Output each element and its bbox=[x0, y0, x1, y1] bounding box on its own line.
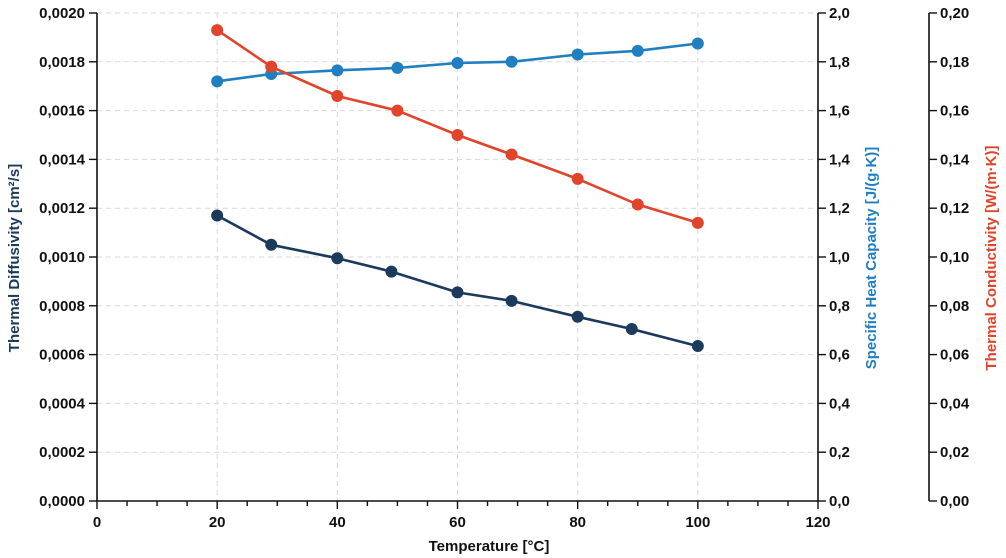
diffusivity-tick-label: 0,0000 bbox=[39, 493, 85, 510]
diffusivity-data-point bbox=[265, 238, 278, 251]
conductivity-tick-label: 0,14 bbox=[940, 151, 970, 168]
x-tick-label: 20 bbox=[209, 514, 226, 531]
conductivity-data-point bbox=[331, 89, 344, 102]
conductivity-data-point bbox=[631, 198, 644, 211]
heat_capacity-data-point bbox=[505, 55, 518, 68]
x-tick-label: 60 bbox=[449, 514, 466, 531]
heat_capacity-tick-label: 2,0 bbox=[829, 5, 850, 22]
heat_capacity-data-point bbox=[691, 37, 704, 50]
x-tick-label: 100 bbox=[685, 514, 710, 531]
conductivity-data-point bbox=[451, 129, 464, 141]
x-tick-label: 80 bbox=[569, 514, 586, 531]
heat_capacity-tick-label: 1,4 bbox=[829, 151, 851, 168]
diffusivity-data-point bbox=[451, 286, 464, 299]
diffusivity-tick-label: 0,0006 bbox=[39, 347, 85, 364]
conductivity-data-point bbox=[691, 216, 704, 229]
heat_capacity-data-point bbox=[391, 61, 404, 74]
heat_capacity-data-point bbox=[631, 44, 644, 57]
diffusivity-tick-label: 0,0014 bbox=[39, 151, 86, 168]
conductivity-tick-label: 0,16 bbox=[940, 103, 969, 120]
x-tick-label: 0 bbox=[93, 514, 101, 531]
conductivity-data-point bbox=[265, 60, 278, 73]
heat_capacity-tick-label: 0,6 bbox=[829, 347, 850, 364]
conductivity-data-point bbox=[505, 148, 518, 161]
heat_capacity-tick-label: 1,0 bbox=[829, 249, 850, 266]
diffusivity-data-point bbox=[385, 265, 398, 278]
diffusivity-tick-label: 0,0020 bbox=[39, 5, 85, 22]
heat_capacity-data-point bbox=[451, 57, 464, 70]
diffusivity-tick-label: 0,0018 bbox=[39, 54, 85, 71]
diffusivity-tick-label: 0,0002 bbox=[39, 444, 85, 461]
diffusivity-data-point bbox=[625, 322, 638, 335]
heat_capacity-tick-label: 1,2 bbox=[829, 200, 850, 217]
conductivity-tick-label: 0,00 bbox=[940, 493, 969, 510]
diffusivity-data-point bbox=[331, 252, 344, 265]
conductivity-data-point bbox=[211, 24, 224, 37]
heat_capacity-data-point bbox=[571, 48, 584, 61]
left-y-axis-title: Thermal Diffusivity [cm²/s] bbox=[6, 164, 23, 352]
diffusivity-tick-label: 0,0008 bbox=[39, 298, 85, 315]
heat_capacity-data-point bbox=[331, 64, 344, 77]
diffusivity-tick-label: 0,0012 bbox=[39, 200, 85, 217]
conductivity-tick-label: 0,04 bbox=[940, 395, 970, 412]
conductivity-tick-label: 0,18 bbox=[940, 54, 969, 71]
diffusivity-data-point bbox=[505, 294, 518, 307]
diffusivity-series-line bbox=[216, 214, 699, 348]
diffusivity-tick-label: 0,0016 bbox=[39, 103, 85, 120]
heat_capacity-tick-label: 1,6 bbox=[829, 103, 850, 120]
x-tick-label: 40 bbox=[329, 514, 346, 531]
heat_capacity-tick-label: 0,8 bbox=[829, 298, 850, 315]
x-tick-label: 120 bbox=[805, 514, 830, 531]
conductivity-data-point bbox=[571, 172, 584, 185]
diffusivity-tick-label: 0,0004 bbox=[39, 395, 86, 412]
diffusivity-data-point bbox=[691, 340, 704, 353]
series bbox=[211, 24, 704, 353]
gridlines bbox=[97, 12, 819, 501]
heat_capacity-tick-label: 0,2 bbox=[829, 444, 850, 461]
conductivity-tick-label: 0,08 bbox=[940, 298, 969, 315]
conductivity-tick-label: 0,20 bbox=[940, 5, 969, 22]
heat_capacity-data-point bbox=[211, 75, 224, 88]
x-axis-title: Temperature [°C] bbox=[429, 538, 550, 555]
right-y-axis-title: Specific Heat Capacity [J/(g·K)] bbox=[863, 147, 880, 370]
conductivity-data-point bbox=[391, 104, 404, 117]
diffusivity-data-point bbox=[571, 310, 584, 323]
diffusivity-data-point bbox=[211, 209, 224, 222]
heat_capacity-tick-label: 1,8 bbox=[829, 54, 850, 71]
axes bbox=[89, 12, 937, 509]
conductivity-tick-label: 0,12 bbox=[940, 200, 969, 217]
conductivity-tick-label: 0,02 bbox=[940, 444, 969, 461]
tick-labels: 0 20 40 60 80 100 120 0,0000 0,0002 0,0004 0,0006 0… bbox=[39, 5, 970, 531]
heat_capacity-tick-label: 0,0 bbox=[829, 493, 850, 510]
heat_capacity-tick-label: 0,4 bbox=[829, 395, 851, 412]
outer-right-y-axis-title: Thermal Conductivity [W/(m·K)] bbox=[983, 146, 1000, 371]
conductivity-tick-label: 0,10 bbox=[940, 249, 969, 266]
conductivity-tick-label: 0,06 bbox=[940, 347, 969, 364]
diffusivity-tick-label: 0,0010 bbox=[39, 249, 85, 266]
